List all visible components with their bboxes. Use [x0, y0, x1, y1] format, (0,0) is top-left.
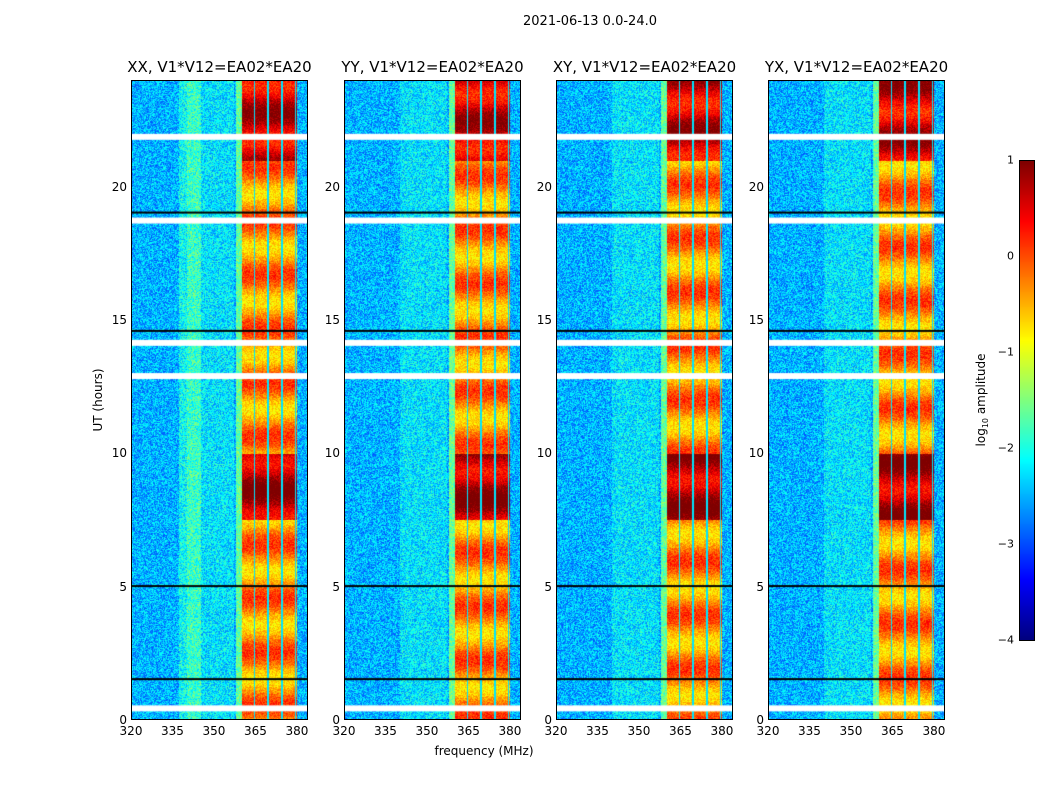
colorbar-label-rest: amplitude [973, 353, 988, 418]
colorbar-tick-label: 1 [1007, 153, 1014, 167]
colorbar-label-main: log [973, 428, 988, 447]
y-tick-label: 5 [544, 579, 552, 594]
y-tick-label: 0 [544, 713, 552, 727]
x-tick-label: 365 [881, 724, 904, 738]
colorbar-label-sub: 10 [981, 417, 991, 429]
spectrogram-panel [556, 80, 733, 720]
x-tick-label: 320 [332, 724, 356, 738]
heatmap-image [769, 81, 944, 719]
x-tick-label: 320 [544, 724, 568, 738]
x-tick-label: 380 [710, 724, 734, 738]
x-tick-label: 350 [202, 724, 226, 738]
y-tick-label: 10 [324, 446, 340, 461]
panel-title: YX, V1*V12=EA02*EA20 [764, 58, 949, 76]
colorbar [1019, 160, 1035, 641]
heatmap-image [345, 81, 520, 719]
colorbar-tick-label: −2 [997, 441, 1014, 455]
y-tick-label: 10 [111, 446, 127, 461]
y-tick-label: 10 [748, 446, 764, 461]
x-axis-label: frequency (MHz) [434, 744, 534, 758]
y-tick-label: 20 [111, 179, 127, 194]
y-tick-label: 5 [119, 579, 127, 594]
y-tick-label: 5 [332, 579, 340, 594]
figure-title: 2021-06-13 0.0-24.0 [523, 14, 657, 29]
y-tick-label: 20 [536, 179, 552, 194]
x-tick-label: 365 [244, 724, 267, 738]
y-tick-label: 20 [324, 179, 340, 194]
x-tick-label: 350 [415, 724, 439, 738]
x-tick-label: 380 [285, 724, 309, 738]
y-tick-label: 10 [536, 446, 552, 461]
x-tick-label: 335 [374, 724, 397, 738]
spectrogram-panel [344, 80, 521, 720]
x-tick-label: 335 [586, 724, 609, 738]
spectrogram-panel [768, 80, 945, 720]
colorbar-tick-label: −1 [997, 345, 1014, 359]
heatmap-image [132, 81, 307, 719]
x-tick-label: 320 [119, 724, 143, 738]
y-tick-label: 0 [332, 713, 340, 727]
y-tick-label: 0 [756, 713, 764, 727]
x-tick-label: 365 [669, 724, 692, 738]
colorbar-tick-label: −4 [997, 633, 1014, 647]
colorbar-tick-label: 0 [1007, 249, 1014, 263]
y-tick-label: 15 [111, 313, 127, 327]
y-tick-label: 5 [756, 579, 764, 594]
x-tick-label: 380 [498, 724, 522, 738]
y-tick-label: 15 [324, 313, 340, 327]
panel-title: XY, V1*V12=EA02*EA20 [552, 58, 737, 76]
y-tick-label: 20 [748, 179, 764, 194]
x-tick-label: 380 [922, 724, 946, 738]
y-tick-label: 15 [748, 313, 764, 327]
panel-title: YY, V1*V12=EA02*EA20 [341, 58, 524, 76]
spectrogram-panel [131, 80, 308, 720]
x-tick-label: 365 [457, 724, 480, 738]
x-tick-label: 350 [627, 724, 651, 738]
x-tick-label: 320 [756, 724, 780, 738]
x-tick-label: 350 [839, 724, 863, 738]
colorbar-label: log10 amplitude [974, 354, 990, 447]
y-tick-label: 0 [119, 713, 127, 727]
heatmap-image [557, 81, 732, 719]
panel-title: XX, V1*V12=EA02*EA20 [127, 58, 312, 76]
y-axis-label: UT (hours) [91, 368, 105, 432]
x-tick-label: 335 [798, 724, 821, 738]
x-tick-label: 335 [161, 724, 184, 738]
y-tick-label: 15 [536, 313, 552, 327]
colorbar-tick-label: −3 [997, 537, 1014, 551]
